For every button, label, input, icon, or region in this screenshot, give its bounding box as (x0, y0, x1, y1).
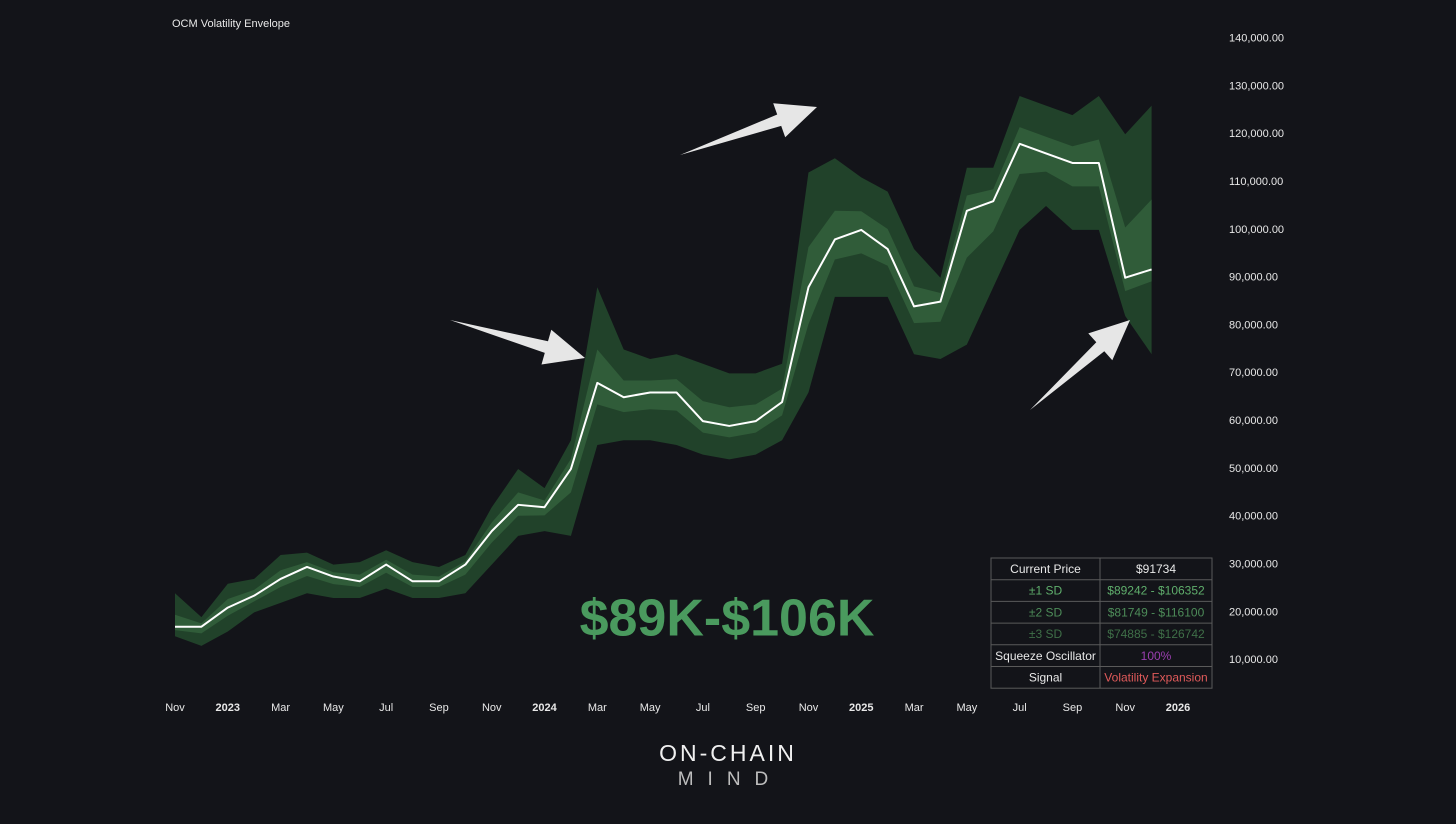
x-tick-label: Mar (588, 702, 607, 714)
range-annotation: $89K-$106K (580, 590, 875, 648)
table-label: Squeeze Oscillator (995, 649, 1096, 663)
price-line (175, 142, 1152, 628)
y-tick-label: 50,000.00 (1229, 463, 1278, 475)
x-tick-label: Jul (1013, 702, 1027, 714)
y-tick-label: 80,000.00 (1229, 319, 1278, 331)
y-tick-label: 110,000.00 (1229, 176, 1283, 188)
x-tick-label: 2026 (1166, 702, 1190, 714)
table-value: $91734 (1136, 562, 1176, 576)
table-label: ±1 SD (1029, 584, 1063, 598)
x-tick-label: 2023 (216, 702, 240, 714)
y-tick-label: 30,000.00 (1229, 558, 1278, 570)
table-value: Volatility Expansion (1104, 671, 1207, 685)
y-tick-label: 120,000.00 (1229, 128, 1284, 140)
table-value: $89242 - $106352 (1107, 584, 1205, 598)
y-tick-label: 100,000.00 (1229, 224, 1284, 236)
x-tick-label: May (956, 702, 977, 714)
table-label: Signal (1029, 671, 1062, 685)
x-tick-label: May (640, 702, 661, 714)
table-value: 100% (1141, 649, 1172, 663)
y-tick-label: 40,000.00 (1229, 511, 1278, 523)
y-tick-label: 70,000.00 (1229, 367, 1278, 379)
logo-line1: ON-CHAIN (659, 740, 797, 766)
arrow (450, 320, 585, 365)
arrow (680, 103, 817, 155)
x-tick-label: Sep (429, 702, 449, 714)
y-tick-label: 90,000.00 (1229, 272, 1278, 284)
x-tick-label: Mar (271, 702, 290, 714)
plot (175, 96, 1152, 646)
x-tick-label: May (323, 702, 344, 714)
x-tick-label: Nov (1115, 702, 1135, 714)
y-tick-label: 20,000.00 (1229, 606, 1278, 618)
x-tick-label: Jul (696, 702, 710, 714)
y-tick-label: 140,000.00 (1229, 33, 1284, 45)
table-label: ±3 SD (1029, 627, 1063, 641)
volatility-band (175, 96, 1152, 646)
x-tick-label: Nov (482, 702, 502, 714)
info-table: Current Price $91734 ±1 SD $89242 - $106352… (990, 557, 1213, 689)
x-tick-label: Nov (799, 702, 819, 714)
table-value: $81749 - $116100 (1108, 605, 1205, 619)
y-tick-label: 130,000.00 (1229, 80, 1284, 92)
y-tick-label: 60,000.00 (1229, 415, 1278, 427)
table-value: $74885 - $126742 (1107, 627, 1205, 641)
x-tick-label: Jul (379, 702, 393, 714)
logo-line2: MIND (678, 769, 783, 790)
table-label: Current Price (1010, 562, 1081, 576)
x-tick-label: Sep (746, 702, 766, 714)
x-tick-label: Sep (1063, 702, 1083, 714)
x-tick-label: 2025 (849, 702, 873, 714)
table-label: ±2 SD (1029, 605, 1063, 619)
x-tick-label: 2024 (532, 702, 557, 714)
arrow (1030, 320, 1130, 410)
volatility-band (175, 127, 1152, 634)
chart-title: OCM Volatility Envelope (172, 18, 290, 30)
x-tick-label: Nov (165, 702, 185, 714)
x-tick-label: Mar (905, 702, 924, 714)
y-tick-label: 10,000.00 (1229, 654, 1278, 666)
